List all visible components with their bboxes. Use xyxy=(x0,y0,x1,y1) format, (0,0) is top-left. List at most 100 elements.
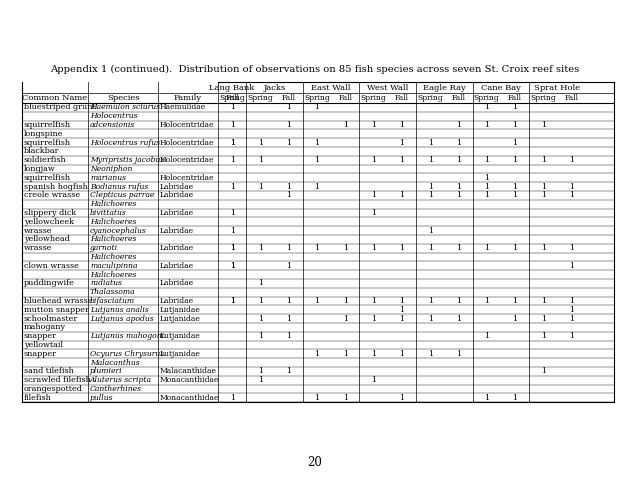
Text: 1: 1 xyxy=(569,191,574,199)
Text: 1: 1 xyxy=(286,244,291,252)
Text: 1: 1 xyxy=(229,103,235,112)
Text: 1: 1 xyxy=(399,394,404,402)
Text: 1: 1 xyxy=(258,183,263,190)
Text: Haemulon sciurus: Haemulon sciurus xyxy=(90,103,160,112)
Text: 1: 1 xyxy=(484,183,490,190)
Text: 1: 1 xyxy=(258,244,263,252)
Text: Holocentrus: Holocentrus xyxy=(90,112,137,120)
Text: 1: 1 xyxy=(399,244,404,252)
Text: 1: 1 xyxy=(512,183,518,190)
Text: filefish: filefish xyxy=(24,394,52,402)
Text: East Wall: East Wall xyxy=(311,83,351,92)
Text: 1: 1 xyxy=(343,315,348,322)
Text: 1: 1 xyxy=(229,262,235,270)
Text: plumieri: plumieri xyxy=(90,367,123,375)
Text: 1: 1 xyxy=(258,280,263,287)
Text: wrasse: wrasse xyxy=(24,226,52,235)
Text: 1: 1 xyxy=(569,156,574,164)
Text: Eagle Ray: Eagle Ray xyxy=(423,83,466,92)
Text: Cane Bay: Cane Bay xyxy=(481,83,521,92)
Text: creole wrasse: creole wrasse xyxy=(24,191,80,199)
Text: yellowhead: yellowhead xyxy=(24,235,70,244)
Text: 1: 1 xyxy=(428,226,433,235)
Text: Spring: Spring xyxy=(530,94,556,102)
Text: 1: 1 xyxy=(286,103,291,112)
Text: 1: 1 xyxy=(512,156,518,164)
Text: 1: 1 xyxy=(569,332,574,340)
Text: Fall: Fall xyxy=(395,94,409,102)
Text: Holocentridae: Holocentridae xyxy=(160,156,214,164)
Text: Halichoeres: Halichoeres xyxy=(90,235,136,244)
Text: 1: 1 xyxy=(569,306,574,314)
Text: Malacanthidae: Malacanthidae xyxy=(160,367,217,375)
Text: 1: 1 xyxy=(399,121,404,129)
Text: Myripristis jacobus: Myripristis jacobus xyxy=(90,156,164,164)
Text: snapper: snapper xyxy=(24,350,57,358)
Text: Fall: Fall xyxy=(338,94,352,102)
Text: Monacanthidae: Monacanthidae xyxy=(160,394,219,402)
Text: Labridae: Labridae xyxy=(160,191,194,199)
Text: 1: 1 xyxy=(484,191,490,199)
Text: pullus: pullus xyxy=(90,394,113,402)
Text: 1: 1 xyxy=(229,121,235,129)
Text: 1: 1 xyxy=(286,139,291,147)
Text: 1: 1 xyxy=(456,121,461,129)
Text: 1: 1 xyxy=(484,394,490,402)
Text: Holocentridae: Holocentridae xyxy=(160,139,214,147)
Text: Bodianus rufus: Bodianus rufus xyxy=(90,183,148,190)
Text: 1: 1 xyxy=(512,103,518,112)
Text: spanish hogfish: spanish hogfish xyxy=(24,183,88,190)
Text: 1: 1 xyxy=(258,315,263,322)
Text: 1: 1 xyxy=(229,394,235,402)
Text: Fall: Fall xyxy=(564,94,578,102)
Text: 1: 1 xyxy=(428,297,433,305)
Text: 1: 1 xyxy=(286,183,291,190)
Text: 1: 1 xyxy=(258,156,263,164)
Text: 1: 1 xyxy=(541,121,546,129)
Text: 1: 1 xyxy=(484,121,490,129)
Text: Spring: Spring xyxy=(219,94,245,102)
Text: maculipinna: maculipinna xyxy=(90,262,137,270)
Text: 1: 1 xyxy=(541,367,546,375)
Text: squirrelfish: squirrelfish xyxy=(24,121,71,129)
Text: Species: Species xyxy=(106,94,139,102)
Text: mutton snapper: mutton snapper xyxy=(24,306,89,314)
Text: 1: 1 xyxy=(343,121,348,129)
Text: 1: 1 xyxy=(343,350,348,358)
Text: Cantherhines: Cantherhines xyxy=(90,385,142,393)
Text: 1: 1 xyxy=(512,297,518,305)
Text: snapper: snapper xyxy=(24,332,57,340)
Text: 1: 1 xyxy=(229,183,235,190)
Text: 1: 1 xyxy=(371,156,376,164)
Text: Fall: Fall xyxy=(452,94,466,102)
Text: 1: 1 xyxy=(314,183,319,190)
Text: Lutjanus analis: Lutjanus analis xyxy=(90,306,149,314)
Text: squirrelfish: squirrelfish xyxy=(24,139,71,147)
Text: Lutjanus apodus: Lutjanus apodus xyxy=(90,315,154,322)
Text: 1: 1 xyxy=(258,376,263,384)
Text: 1: 1 xyxy=(286,332,291,340)
Text: 1: 1 xyxy=(428,244,433,252)
Text: Clepticus parrae: Clepticus parrae xyxy=(90,191,154,199)
Text: cyanocephalus: cyanocephalus xyxy=(90,226,147,235)
Text: 1: 1 xyxy=(569,183,574,190)
Text: 1: 1 xyxy=(484,103,490,112)
Text: 1: 1 xyxy=(456,191,461,199)
Text: 1: 1 xyxy=(512,315,518,322)
Text: 1: 1 xyxy=(541,332,546,340)
Text: 1: 1 xyxy=(484,244,490,252)
Text: 1: 1 xyxy=(428,350,433,358)
Text: Monacanthidae: Monacanthidae xyxy=(160,376,219,384)
Text: Fall: Fall xyxy=(508,94,522,102)
Text: orangespotted: orangespotted xyxy=(24,385,83,393)
Text: 1: 1 xyxy=(512,139,518,147)
Text: 1: 1 xyxy=(484,156,490,164)
Text: Halichoeres: Halichoeres xyxy=(90,200,136,208)
Text: 1: 1 xyxy=(371,121,376,129)
Text: wrasse: wrasse xyxy=(24,244,52,252)
Text: 1: 1 xyxy=(569,315,574,322)
Text: 20: 20 xyxy=(307,455,323,468)
Text: 1: 1 xyxy=(229,262,235,270)
Text: 1: 1 xyxy=(258,139,263,147)
Text: 1: 1 xyxy=(258,367,263,375)
